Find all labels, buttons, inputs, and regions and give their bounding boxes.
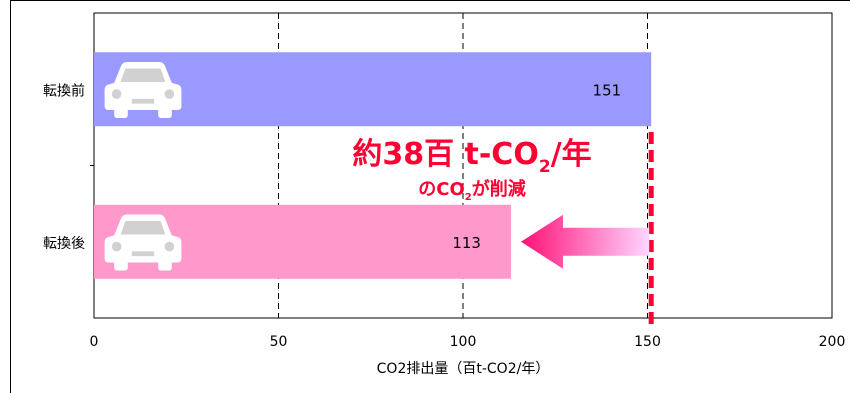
annotation-main: 約38百 t-CO2/年 [352,137,591,177]
x-tick-label-50: 50 [270,334,288,350]
category-label-1: 転換後 [43,236,85,252]
bar-0 [94,52,652,127]
x-axis-title: CO2排出量（百t-CO2/年） [377,361,550,377]
frame-top-border [10,0,850,1]
data-label-0: 151 [593,81,622,99]
annotation-sub: のCO2が削減 [418,178,525,203]
frame-left-border [10,0,11,393]
data-label-1: 113 [452,234,481,252]
x-tick-label-150: 150 [634,334,661,350]
x-tick-label-200: 200 [819,334,846,350]
x-tick-label-0: 0 [90,334,99,350]
reduction-arrow [520,214,650,269]
x-tick-label-100: 100 [450,334,477,350]
category-label-0: 転換前 [43,82,85,99]
